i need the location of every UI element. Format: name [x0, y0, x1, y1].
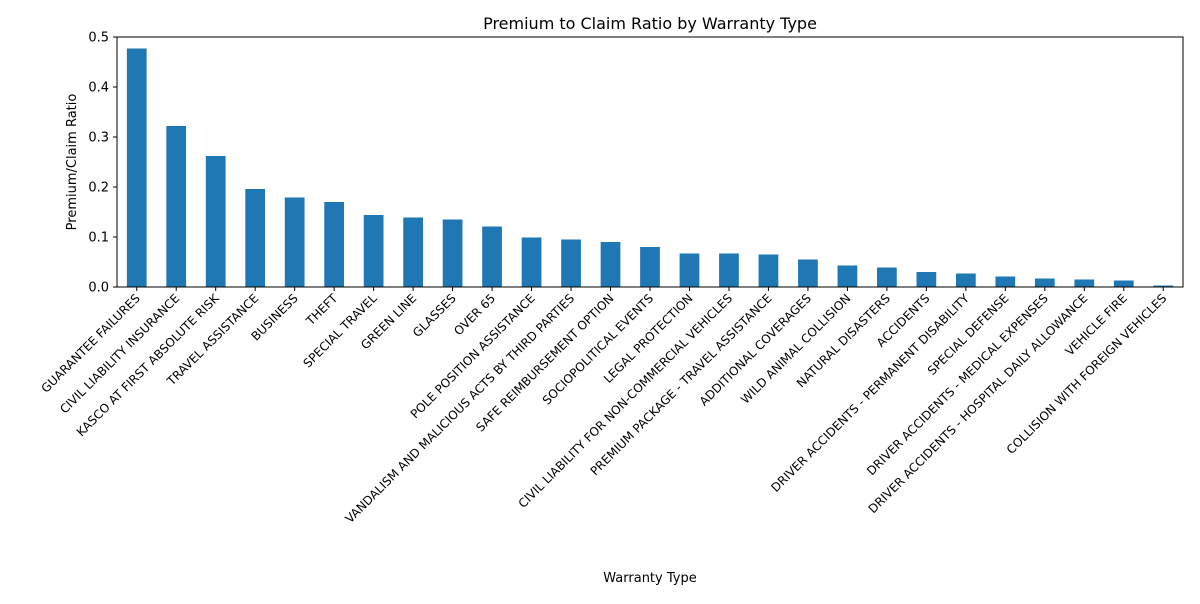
bar: [955, 273, 976, 287]
bar: [403, 217, 423, 287]
bar: [126, 48, 147, 287]
bar: [640, 247, 660, 287]
bar: [995, 276, 1016, 287]
bar: [877, 267, 897, 287]
bar: [482, 226, 502, 287]
bar: [758, 254, 779, 287]
bar: [1113, 280, 1134, 287]
bar: [916, 272, 937, 287]
bar: [679, 253, 700, 287]
y-axis: 0.0 0.1 0.2 0.3 0.4 0.5: [88, 31, 117, 296]
chart-title: Premium to Claim Ratio by Warranty Type: [483, 14, 817, 33]
bar: [1074, 279, 1095, 287]
bar: [1153, 285, 1174, 287]
bar: [521, 237, 542, 287]
bar: [166, 126, 187, 287]
y-tick-label: 0.0: [88, 281, 109, 296]
x-axis-label: Warranty Type: [603, 571, 696, 586]
bar: [284, 197, 305, 287]
bar: [600, 242, 621, 287]
bar: [324, 202, 345, 287]
bar: [798, 259, 818, 287]
y-tick-label: 0.2: [88, 181, 109, 196]
y-tick-label: 0.3: [88, 131, 109, 146]
bar: [245, 189, 266, 287]
y-tick-label: 0.5: [88, 31, 109, 46]
y-tick-label: 0.1: [88, 231, 109, 246]
bar: [561, 239, 581, 287]
plot-frame: [116, 36, 1184, 288]
bar: [442, 219, 463, 287]
bars-group: [126, 48, 1174, 287]
bar: [1034, 278, 1055, 287]
bar: [837, 265, 858, 287]
bar: [205, 156, 226, 287]
bar: [363, 215, 384, 287]
y-tick-label: 0.4: [88, 81, 109, 96]
y-axis-label: Premium/Claim Ratio: [65, 94, 80, 231]
bar: [719, 253, 739, 287]
